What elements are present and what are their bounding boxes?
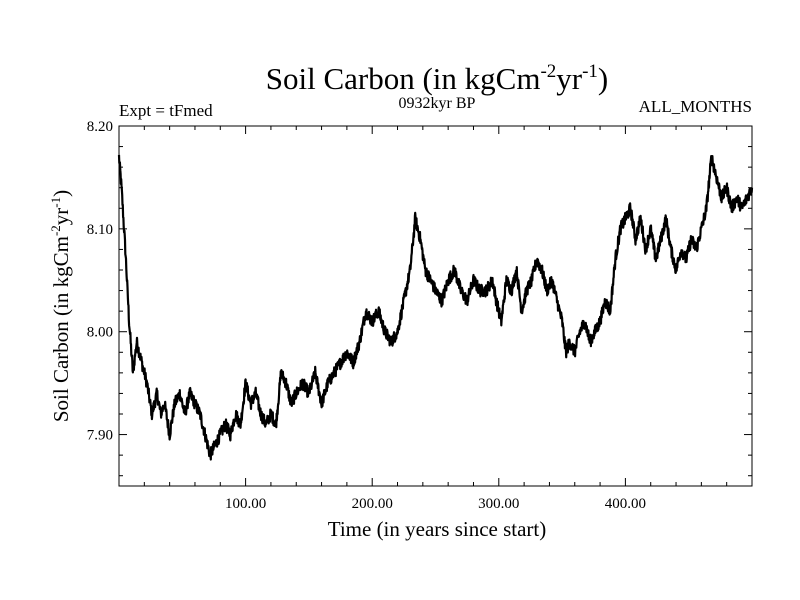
series-group [117,154,754,461]
y-label-sup1: -2 [48,225,63,236]
chart-title-sup1: -2 [540,61,556,82]
y-label-mid: yr [49,208,73,226]
x-tick-label: 200.00 [352,496,393,512]
y-tick-label: 8.00 [87,325,113,341]
subtitle-left: Expt = tFmed [119,101,213,120]
x-axis-label: Time (in years since start) [328,517,547,541]
plot-frame [118,125,753,487]
x-axis-ticks: 100.00 200.00 300.00 400.00 [143,126,728,512]
y-tick-label: 8.10 [87,222,113,238]
x-tick-label: 100.00 [225,496,266,512]
y-label-sup2: -1 [48,197,63,208]
y-tick-label: 8.20 [87,119,113,135]
y-axis-ticks: 7.90 8.00 8.10 8.20 [87,119,752,477]
chart-title-sup2: -1 [582,61,598,82]
subtitle-center: 0932kyr BP [399,95,476,112]
subtitle-right: ALL_MONTHS [639,97,752,116]
series-line [117,154,754,461]
chart-title-main: Soil Carbon (in kgCm [266,61,541,96]
y-tick-label: 7.90 [87,428,113,444]
chart-title-mid: yr [556,61,583,96]
chart-title-end: ) [598,61,608,96]
x-tick-label: 400.00 [605,496,646,512]
y-label-main: Soil Carbon (in kgCm [49,236,73,422]
y-label-end: ) [49,190,73,197]
x-tick-label: 300.00 [478,496,519,512]
y-axis-label: Soil Carbon (in kgCm-2yr-1) [48,190,73,422]
chart-title: Soil Carbon (in kgCm-2yr-1) [266,61,609,96]
